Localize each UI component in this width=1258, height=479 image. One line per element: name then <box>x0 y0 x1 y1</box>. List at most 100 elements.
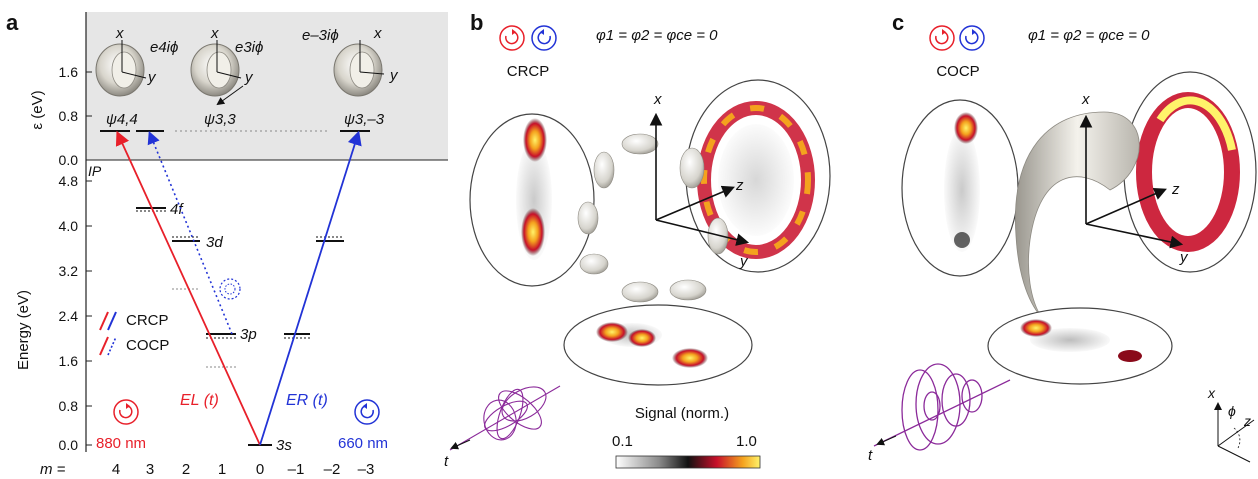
m-tick: 4 <box>112 461 120 478</box>
ip-label: IP <box>88 163 102 179</box>
density-lobes <box>577 133 729 303</box>
panel-a-letter: a <box>6 10 19 35</box>
state-psi33-label: ψ3,3 <box>204 111 236 128</box>
mode-label-crcp: CRCP <box>507 63 550 80</box>
bottom-tick-label: 0.0 <box>59 437 79 453</box>
torus-axis-x: x <box>210 25 219 42</box>
colorbar-max-label: 1.0 <box>736 433 757 450</box>
bottom-tick-label: 3.2 <box>59 263 79 279</box>
m-tick: –2 <box>324 461 341 478</box>
blue-circular-icon <box>354 399 380 425</box>
red-circular-icon <box>499 25 525 51</box>
red-circular-icon <box>929 25 955 51</box>
inset-phi: ϕ <box>1228 403 1236 419</box>
axis-y-label: y <box>739 253 749 270</box>
axis-y-label: y <box>1179 249 1189 266</box>
projection-xy <box>1123 71 1257 273</box>
torus-psi33 <box>190 43 240 97</box>
blue-circular-icon <box>531 25 557 51</box>
psi33-pointer-arrow <box>216 85 244 106</box>
axis-z-label: z <box>1171 181 1180 198</box>
mode-label-cocp: COCP <box>936 63 979 80</box>
level-3d-label: 3d <box>206 234 223 251</box>
red-excitation-arrow <box>115 130 261 446</box>
bottom-tick-label: 1.6 <box>59 353 79 369</box>
coordinate-inset <box>1214 402 1255 463</box>
m-tick: 1 <box>218 461 226 478</box>
level-3p-label: 3p <box>240 326 257 343</box>
bottom-y-axis-label: Energy (eV) <box>15 290 32 370</box>
m-tick: 0 <box>256 461 264 478</box>
top-ticks: 1.6 0.8 0.0 <box>59 64 92 168</box>
field-left-label: EL (t) <box>180 392 219 409</box>
phase-equation: φ1 = φ2 = φce = 0 <box>1028 27 1150 44</box>
phase-label-1: e4iϕ <box>150 39 178 56</box>
panel-a: a IP 1.6 0.8 0.0 ε (eV) 4.8 4.0 3 <box>6 10 448 478</box>
inset-axis-x: x <box>1207 385 1216 401</box>
field-trace-cocp <box>873 363 1011 451</box>
state-psi44-label: ψ4,4 <box>106 111 138 128</box>
projection-xz <box>901 99 1019 277</box>
field-right-label: ER (t) <box>286 392 328 409</box>
density-ribbon <box>1015 111 1140 319</box>
level-3s-label: 3s <box>276 437 292 454</box>
top-y-axis-label: ε (eV) <box>29 90 46 129</box>
panel-b-3d-axes <box>649 112 750 246</box>
panel-c-letter: c <box>892 10 904 35</box>
field-trace-crcp <box>449 385 561 451</box>
torus-axis-y: y <box>389 67 399 84</box>
legend-cocp: COCP <box>126 337 169 354</box>
top-tick-label: 0.0 <box>59 152 79 168</box>
axis-x-label: x <box>1081 91 1090 108</box>
panel-c: c COCP φ1 = φ2 = φce = 0 <box>868 10 1257 464</box>
m-tick: –3 <box>358 461 375 478</box>
bottom-tick-label: 4.8 <box>59 173 79 189</box>
m-tick: 2 <box>182 461 190 478</box>
torus-psi44 <box>95 43 145 97</box>
bottom-tick-label: 0.8 <box>59 398 79 414</box>
top-tick-label: 1.6 <box>59 64 79 80</box>
axis-t-label: t <box>444 453 449 470</box>
axis-x-label: x <box>653 91 662 108</box>
phase-label-3: e–3iϕ <box>302 27 339 44</box>
polarization-legend: CRCP COCP <box>99 311 169 356</box>
wavelength-left: 880 nm <box>96 435 146 452</box>
panel-c-3d-axes <box>1079 114 1184 249</box>
colorbar-min-label: 0.1 <box>612 433 633 450</box>
phase-label-2: e3iϕ <box>235 39 263 56</box>
torus-axes <box>121 40 385 79</box>
inset-axis-z: z <box>1243 413 1251 429</box>
axis-z-label: z <box>735 177 744 194</box>
blue-dotted-arrow <box>147 131 233 335</box>
blue-excitation-arrow <box>259 130 362 446</box>
projection-xz <box>469 113 595 287</box>
blue-circular-icon <box>959 25 985 51</box>
legend-crcp: CRCP <box>126 312 169 329</box>
m-tick: 3 <box>146 461 154 478</box>
panel-b-letter: b <box>470 10 483 35</box>
projection-yz <box>563 304 753 386</box>
top-tick-label: 0.8 <box>59 108 79 124</box>
torus-axis-x: x <box>115 25 124 42</box>
torus-axis-x: x <box>373 25 382 42</box>
colorbar <box>615 455 761 469</box>
torus-psi3m3 <box>333 43 383 97</box>
projection-xy <box>685 79 831 273</box>
wavelength-right: 660 nm <box>338 435 388 452</box>
time-arrow <box>876 435 897 446</box>
continuum-band <box>86 12 448 160</box>
torus-axis-y: y <box>244 69 254 86</box>
phase-equation: φ1 = φ2 = φce = 0 <box>596 27 718 44</box>
panel-b: b CRCP φ1 = φ2 = φce = 0 <box>444 10 831 470</box>
time-arrow <box>450 439 471 450</box>
bottom-ticks: 4.8 4.0 3.2 2.4 1.6 0.8 0.0 <box>59 173 92 453</box>
level-4f-label: 4f <box>170 201 184 218</box>
red-circular-icon <box>113 399 139 425</box>
bottom-tick-label: 4.0 <box>59 218 79 234</box>
colorbar-title: Signal (norm.) <box>635 405 729 422</box>
dotted-circular-icon <box>219 278 241 300</box>
m-tick: –1 <box>288 461 305 478</box>
state-psi3m3-label: ψ3,–3 <box>344 111 385 128</box>
bottom-tick-label: 2.4 <box>59 308 79 324</box>
